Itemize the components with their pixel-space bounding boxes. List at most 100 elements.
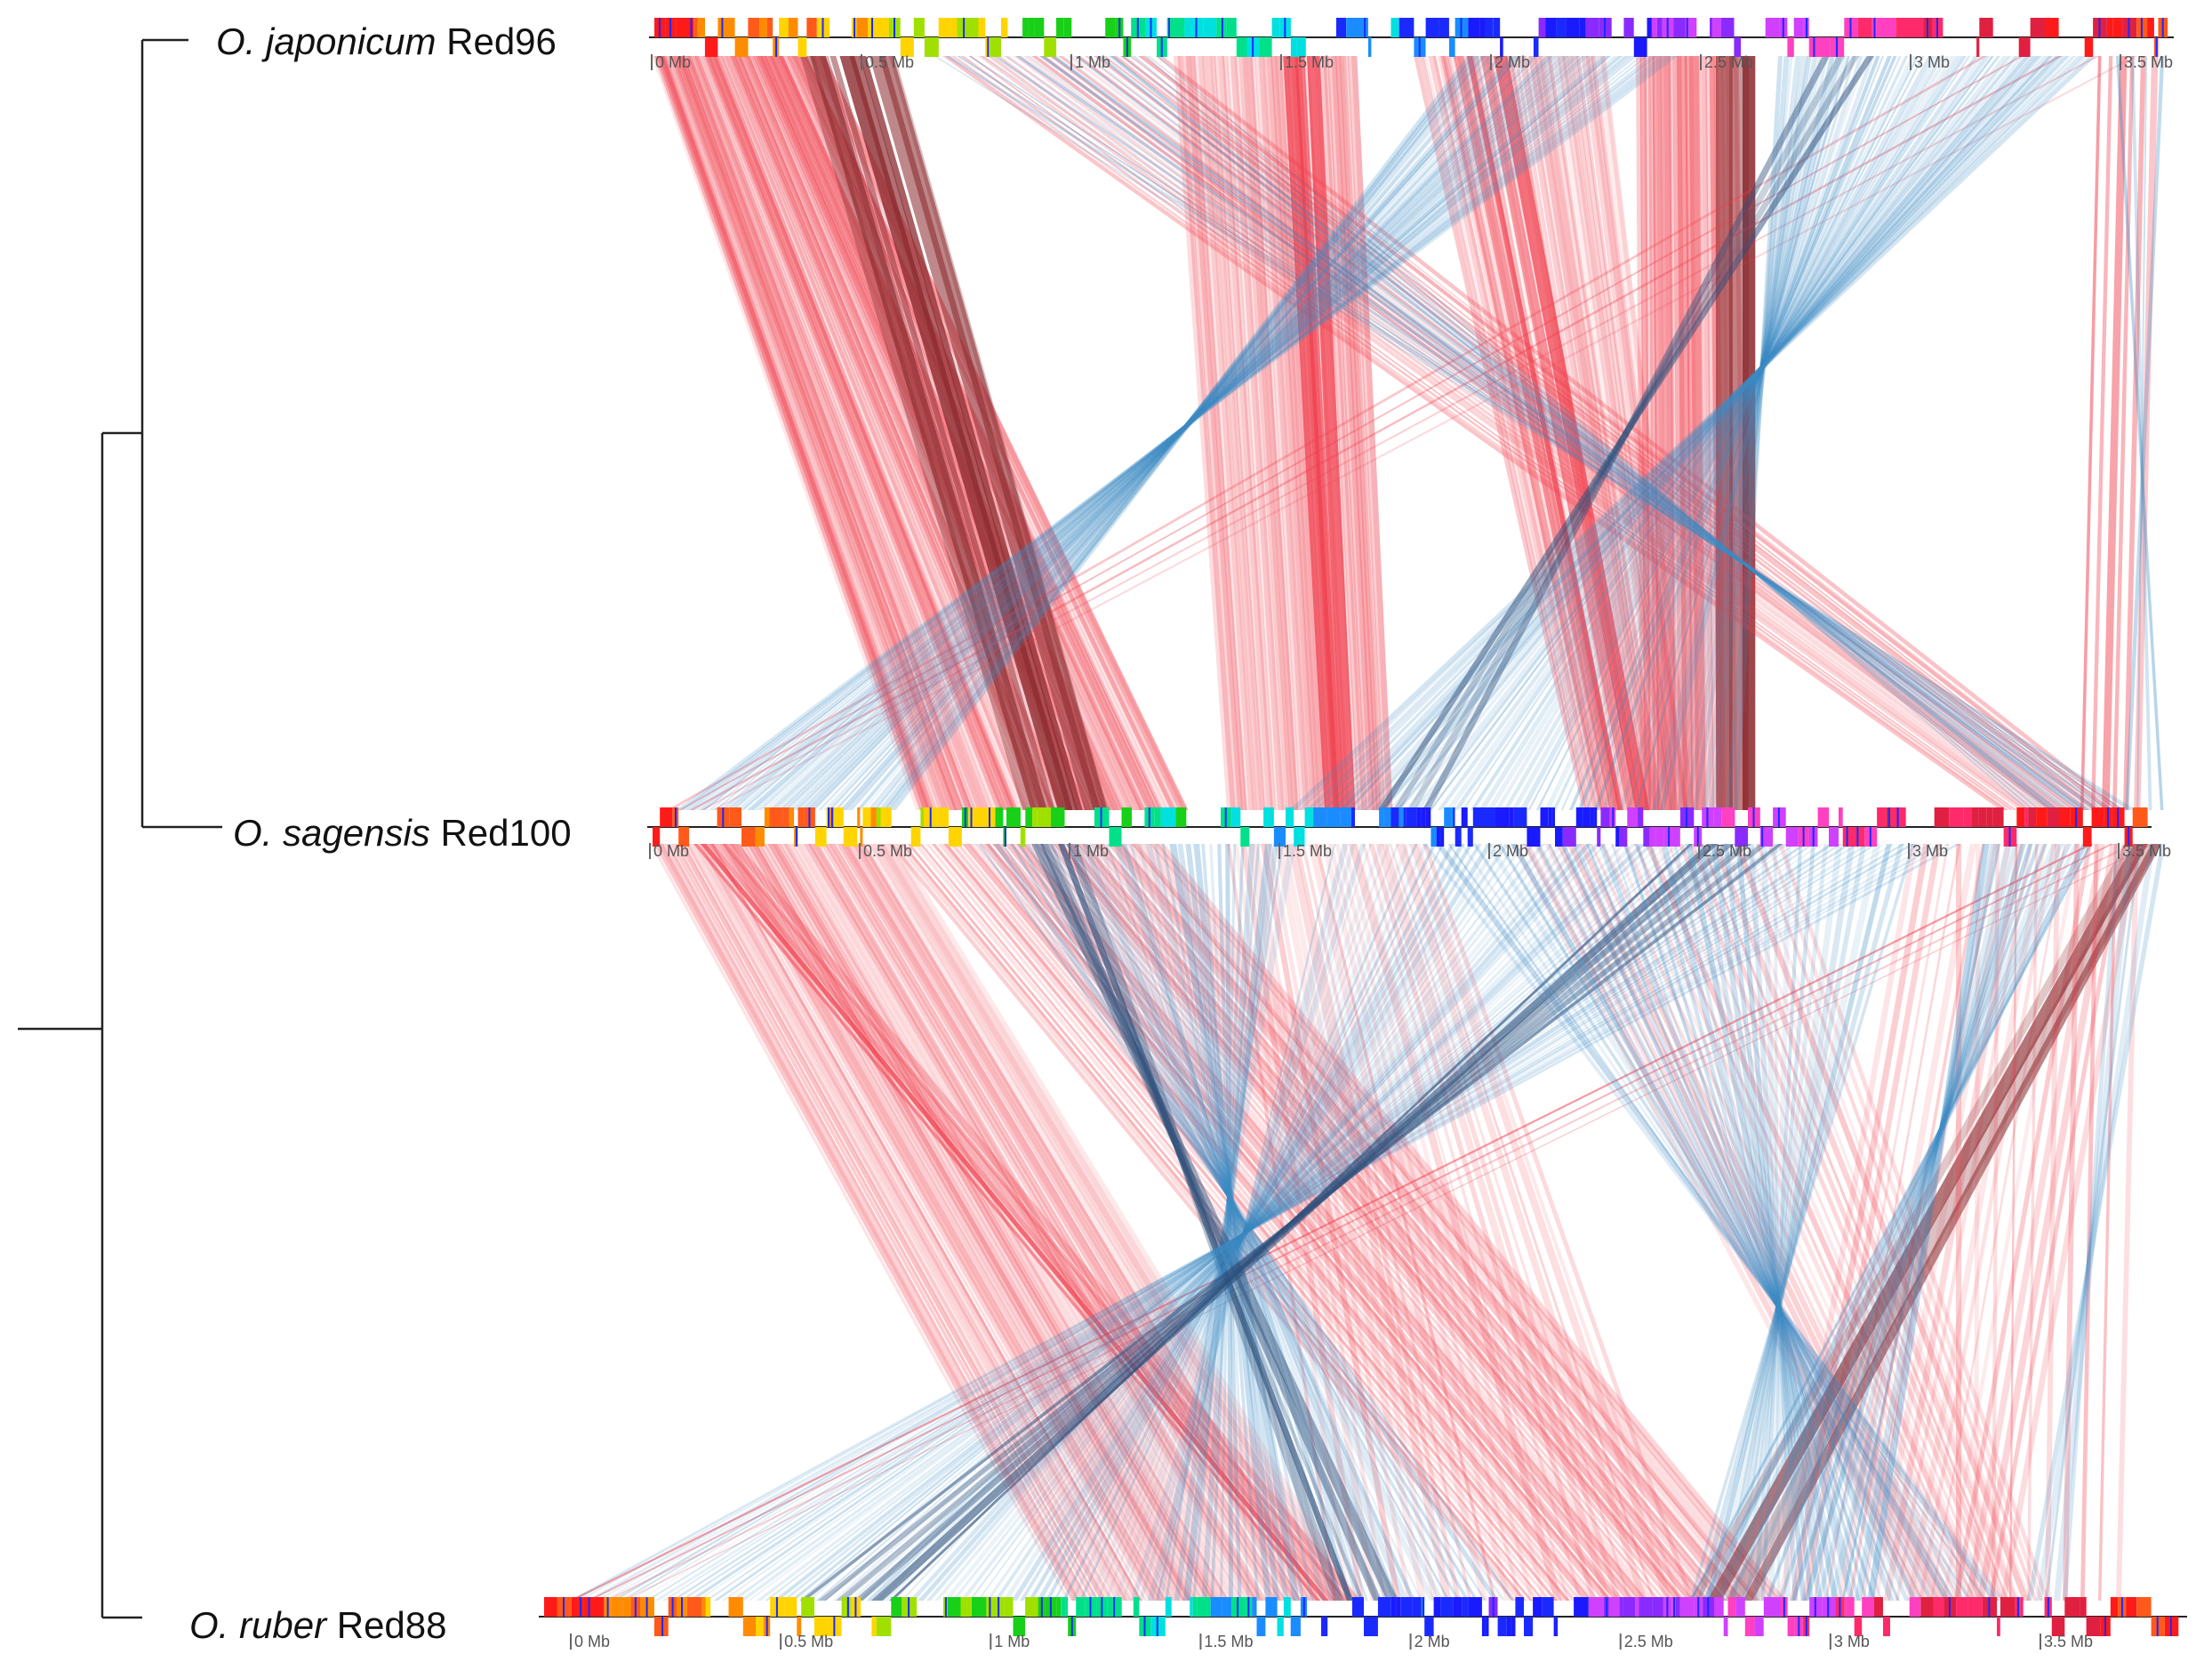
synteny-link bbox=[892, 844, 1616, 1601]
gene-block bbox=[973, 807, 984, 827]
gene-block bbox=[1391, 807, 1399, 827]
gene-block bbox=[1635, 1597, 1639, 1617]
gene-block bbox=[1400, 1597, 1413, 1617]
synteny-link bbox=[1454, 56, 1620, 810]
synteny-link bbox=[1707, 844, 2149, 1601]
gene-block bbox=[1513, 807, 1527, 827]
synteny-link bbox=[1700, 844, 2009, 1601]
synteny-link bbox=[1355, 844, 1569, 1601]
synteny-link bbox=[1058, 844, 1354, 1601]
synteny-link bbox=[1581, 56, 1687, 810]
tick-label: 3 Mb bbox=[1912, 842, 1948, 860]
synteny-link bbox=[1137, 844, 1333, 1601]
gene-block bbox=[1063, 18, 1072, 37]
tick-label: 0.5 Mb bbox=[863, 842, 912, 860]
synteny-link bbox=[832, 844, 1288, 1601]
synteny-link bbox=[711, 56, 1017, 810]
gene-block bbox=[854, 1597, 857, 1617]
synteny-link bbox=[824, 844, 1282, 1601]
synteny-link bbox=[1709, 56, 1801, 810]
synteny-link bbox=[1174, 56, 1235, 810]
synteny-link bbox=[1334, 844, 1535, 1601]
gene-block bbox=[1040, 1597, 1043, 1617]
synteny-link bbox=[730, 844, 1790, 1601]
synteny-link bbox=[1992, 844, 2000, 1601]
gene-block bbox=[705, 1597, 711, 1617]
synteny-link bbox=[1321, 844, 1511, 1601]
gene-block bbox=[1976, 37, 1980, 57]
synteny-link bbox=[1623, 844, 1877, 1601]
synteny-link bbox=[925, 844, 1552, 1601]
synteny-link bbox=[2116, 844, 2139, 1601]
synteny-link bbox=[1626, 56, 1856, 810]
synteny-link bbox=[788, 844, 1236, 1601]
tick-label: 2.5 Mb bbox=[1624, 1633, 1673, 1650]
gene-block bbox=[2120, 1597, 2123, 1617]
gene-block bbox=[843, 827, 858, 847]
synteny-link bbox=[1111, 56, 2098, 810]
synteny-link bbox=[1342, 56, 1385, 810]
gene-block bbox=[2112, 18, 2123, 37]
synteny-link bbox=[1326, 56, 1374, 810]
gene-block bbox=[741, 827, 756, 847]
gene-block bbox=[2117, 807, 2120, 827]
synteny-link bbox=[1083, 844, 1710, 1601]
gene-block bbox=[1001, 18, 1008, 37]
synteny-link bbox=[934, 56, 2137, 810]
synteny-link bbox=[862, 56, 1497, 810]
gene-block bbox=[1105, 18, 1116, 37]
gene-block bbox=[1527, 1617, 1530, 1636]
gene-block bbox=[1168, 18, 1171, 37]
synteny-link bbox=[752, 56, 1604, 810]
gene-block bbox=[1263, 807, 1274, 827]
synteny-link bbox=[1274, 844, 1427, 1601]
gene-block bbox=[963, 18, 966, 37]
gene-block bbox=[1819, 37, 1831, 57]
synteny-link bbox=[1672, 56, 1688, 810]
gene-block bbox=[854, 18, 856, 37]
synteny-link bbox=[697, 56, 1658, 810]
synteny-link bbox=[877, 844, 1345, 1601]
gene-block bbox=[1340, 18, 1342, 37]
gene-block bbox=[1763, 827, 1774, 847]
synteny-link bbox=[1752, 844, 2058, 1601]
synteny-link bbox=[1209, 844, 1250, 1601]
gene-block bbox=[1439, 18, 1449, 37]
synteny-link bbox=[1222, 56, 1277, 810]
gene-block bbox=[1431, 827, 1437, 847]
gene-block bbox=[2082, 827, 2092, 847]
synteny-link bbox=[1717, 56, 1793, 810]
gene-block bbox=[876, 1617, 892, 1636]
synteny-link bbox=[864, 844, 1331, 1601]
gene-block bbox=[1479, 807, 1481, 827]
synteny-link bbox=[871, 844, 1719, 1601]
synteny-link bbox=[1226, 56, 1285, 810]
synteny-link bbox=[834, 56, 1523, 810]
gene-block bbox=[960, 1597, 972, 1617]
synteny-link bbox=[670, 56, 958, 810]
gene-block bbox=[1666, 18, 1669, 37]
synteny-link bbox=[1841, 844, 2001, 1601]
gene-block bbox=[1566, 18, 1580, 37]
synteny-link bbox=[1689, 844, 2135, 1601]
synteny-link bbox=[1700, 56, 1808, 810]
tick-label: 1 Mb bbox=[1075, 53, 1110, 71]
synteny-link bbox=[666, 844, 1090, 1601]
gene-block bbox=[1643, 827, 1650, 847]
synteny-link bbox=[714, 844, 1148, 1601]
synteny-links bbox=[569, 56, 2166, 1601]
synteny-link bbox=[1102, 56, 2091, 810]
synteny-link bbox=[1702, 844, 2088, 1601]
gene-block bbox=[1936, 18, 1938, 37]
gene-block bbox=[748, 18, 760, 37]
synteny-link bbox=[1595, 56, 1695, 810]
gene-block bbox=[1948, 1597, 1951, 1617]
synteny-link bbox=[1129, 56, 2104, 810]
gene-block bbox=[913, 18, 925, 37]
synteny-link bbox=[1087, 844, 1411, 1601]
synteny-link bbox=[1598, 844, 1895, 1601]
gene-block bbox=[1666, 1597, 1669, 1617]
synteny-link bbox=[1974, 844, 1981, 1601]
gene-block bbox=[1793, 18, 1804, 37]
gene-block bbox=[1668, 827, 1671, 847]
